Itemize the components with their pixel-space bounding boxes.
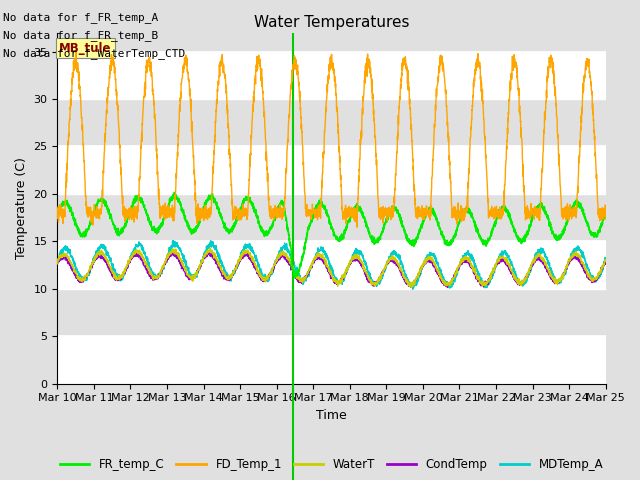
Text: No data for f_FR_temp_A: No data for f_FR_temp_A bbox=[3, 12, 159, 23]
Bar bbox=[58, 51, 605, 99]
Bar bbox=[58, 241, 605, 288]
Text: MB_tule: MB_tule bbox=[60, 42, 112, 55]
Bar bbox=[58, 146, 605, 194]
Legend: FR_temp_C, FD_Temp_1, WaterT, CondTemp, MDTemp_A: FR_temp_C, FD_Temp_1, WaterT, CondTemp, … bbox=[55, 454, 608, 476]
Title: Water Temperatures: Water Temperatures bbox=[254, 15, 409, 30]
Text: No data for f_FR_temp_B: No data for f_FR_temp_B bbox=[3, 30, 159, 41]
X-axis label: Time: Time bbox=[316, 409, 347, 422]
Y-axis label: Temperature (C): Temperature (C) bbox=[15, 157, 28, 259]
Bar bbox=[58, 336, 605, 384]
Text: No data for f_WaterTemp_CTD: No data for f_WaterTemp_CTD bbox=[3, 48, 186, 60]
